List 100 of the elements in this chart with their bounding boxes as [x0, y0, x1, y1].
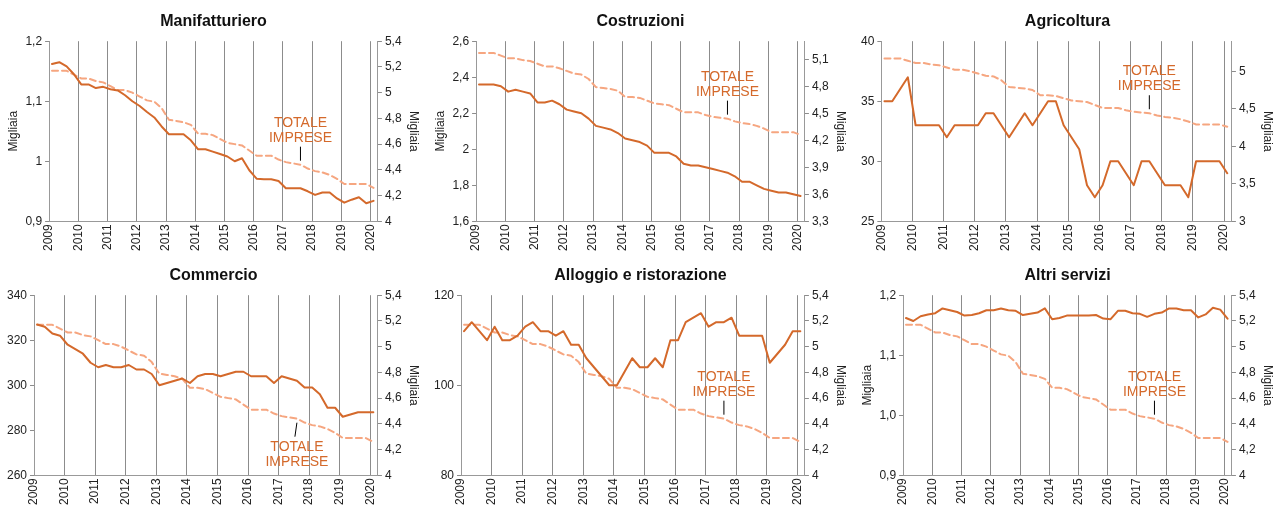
y-axis-title: Migliaia [859, 364, 874, 406]
x-tick-label: 2017 [1122, 223, 1137, 252]
y-tick-label: 1 [35, 153, 43, 168]
y-tick-label: 1,0 [879, 407, 897, 422]
y-tick-label: 1,6 [452, 213, 470, 228]
chart-title: Altri servizi [1024, 266, 1111, 284]
y2-tick-label: 3 [1238, 213, 1246, 228]
y2-tick-label: 4,4 [384, 416, 402, 431]
x-tick-label: 2011 [87, 477, 102, 505]
x-tick-label: 2010 [483, 477, 498, 506]
y2-tick-label: 4 [384, 213, 392, 228]
chart-title: Agricoltura [1024, 12, 1111, 30]
y2-axis-title: Migliaia [407, 110, 422, 152]
y-tick-label: 1,1 [879, 347, 897, 362]
y2-tick-label: 4,4 [384, 162, 402, 177]
y-tick-label: 120 [433, 287, 455, 302]
y2-tick-label: 4,5 [1238, 101, 1256, 116]
x-tick-label: 2014 [606, 477, 621, 506]
y2-tick-label: 4,2 [811, 441, 829, 456]
x-tick-label: 2011 [526, 223, 541, 251]
line-series [905, 323, 1229, 443]
x-tick-label: 2019 [332, 477, 347, 506]
x-tick-label: 2014 [1041, 477, 1056, 506]
x-tick-label: 2019 [1185, 223, 1200, 252]
y-tick-label: 1,1 [25, 93, 43, 108]
y2-tick-label: 4,2 [384, 187, 402, 202]
y-tick-label: 0,9 [879, 467, 897, 482]
x-tick-label: 2018 [301, 477, 316, 506]
y-tick-label: 300 [6, 377, 28, 392]
x-tick-label: 2009 [873, 223, 888, 252]
x-tick-label: 2010 [904, 223, 919, 252]
x-tick-label: 2011 [935, 223, 950, 251]
x-tick-label: 2018 [731, 223, 746, 252]
x-tick-label: 2013 [1012, 477, 1027, 506]
x-tick-label: 2019 [759, 477, 774, 506]
x-tick-label: 2013 [575, 477, 590, 506]
x-tick-label: 2015 [636, 477, 651, 506]
y2-tick-label: 5,4 [1238, 287, 1256, 302]
y-tick-label: 280 [6, 422, 28, 437]
y2-axis-title: Migliaia [407, 364, 422, 406]
y2-tick-label: 5,2 [384, 313, 402, 328]
y-tick-label: 1,8 [452, 177, 470, 192]
series-label: TOTALE IMPRESE [268, 113, 332, 145]
y2-tick-label: 5,4 [384, 287, 402, 302]
y2-tick-label: 3,6 [811, 186, 829, 201]
y2-tick-label: 4,2 [384, 441, 402, 456]
x-tick-label: 2017 [697, 477, 712, 506]
y2-tick-label: 4,8 [1238, 364, 1256, 379]
y2-tick-label: 4 [384, 467, 392, 482]
series-label: TOTALE IMPRESE [1122, 367, 1186, 399]
y2-tick-label: 4,6 [384, 136, 402, 151]
y2-axis-title: Migliaia [834, 110, 849, 152]
x-tick-label: 2019 [333, 223, 348, 252]
y-tick-label: 320 [6, 332, 28, 347]
y-tick-label: 35 [860, 93, 875, 108]
y2-tick-label: 5 [1238, 338, 1246, 353]
x-tick-label: 2018 [1154, 223, 1169, 252]
x-tick-label: 2015 [1070, 477, 1085, 506]
line-series [883, 57, 1229, 128]
x-tick-label: 2013 [158, 223, 173, 252]
y-tick-label: 80 [440, 467, 455, 482]
y2-tick-label: 5 [1238, 63, 1246, 78]
x-tick-label: 2015 [643, 223, 658, 252]
y-tick-label: 40 [860, 33, 875, 48]
x-tick-label: 2020 [362, 477, 377, 506]
y-tick-label: 1,2 [25, 33, 43, 48]
series-label: TOTALE IMPRESE [695, 67, 759, 99]
series-label: TOTALE IMPRESE [1117, 62, 1181, 94]
x-tick-label: 2014 [187, 223, 202, 252]
x-tick-label: 2012 [545, 477, 560, 506]
x-tick-label: 2014 [1029, 223, 1044, 252]
y2-tick-label: 3,3 [811, 213, 829, 228]
x-tick-label: 2017 [270, 477, 285, 506]
line-series [36, 323, 375, 443]
y-tick-label: 1,2 [879, 287, 897, 302]
x-tick-label: 2016 [667, 477, 682, 506]
y2-axis-title: Migliaia [1261, 364, 1276, 406]
y-axis-title: Migliaia [5, 110, 20, 152]
x-tick-label: 2016 [1091, 223, 1106, 252]
x-tick-label: 2017 [702, 223, 717, 252]
x-tick-label: 2013 [585, 223, 600, 252]
y2-tick-label: 5,1 [811, 51, 829, 66]
series-label: TOTALE IMPRESE [265, 437, 329, 469]
x-tick-label: 2020 [789, 477, 804, 506]
x-tick-label: 2015 [216, 223, 231, 252]
y2-tick-label: 3,5 [1238, 176, 1256, 191]
x-tick-label: 2011 [953, 477, 968, 505]
y2-tick-label: 5,4 [811, 287, 829, 302]
x-tick-label: 2012 [556, 223, 571, 252]
x-tick-label: 2015 [209, 477, 224, 506]
y-tick-label: 2 [462, 141, 470, 156]
y-tick-label: 2,6 [452, 33, 470, 48]
x-tick-label: 2016 [240, 477, 255, 506]
y-tick-label: 260 [6, 467, 28, 482]
y-axis-title: Migliaia [432, 110, 447, 152]
y2-tick-label: 4,2 [1238, 441, 1256, 456]
x-tick-label: 2019 [1187, 477, 1202, 506]
y2-tick-label: 4,4 [811, 416, 829, 431]
y2-tick-label: 4,6 [1238, 390, 1256, 405]
x-tick-label: 2015 [1060, 223, 1075, 252]
